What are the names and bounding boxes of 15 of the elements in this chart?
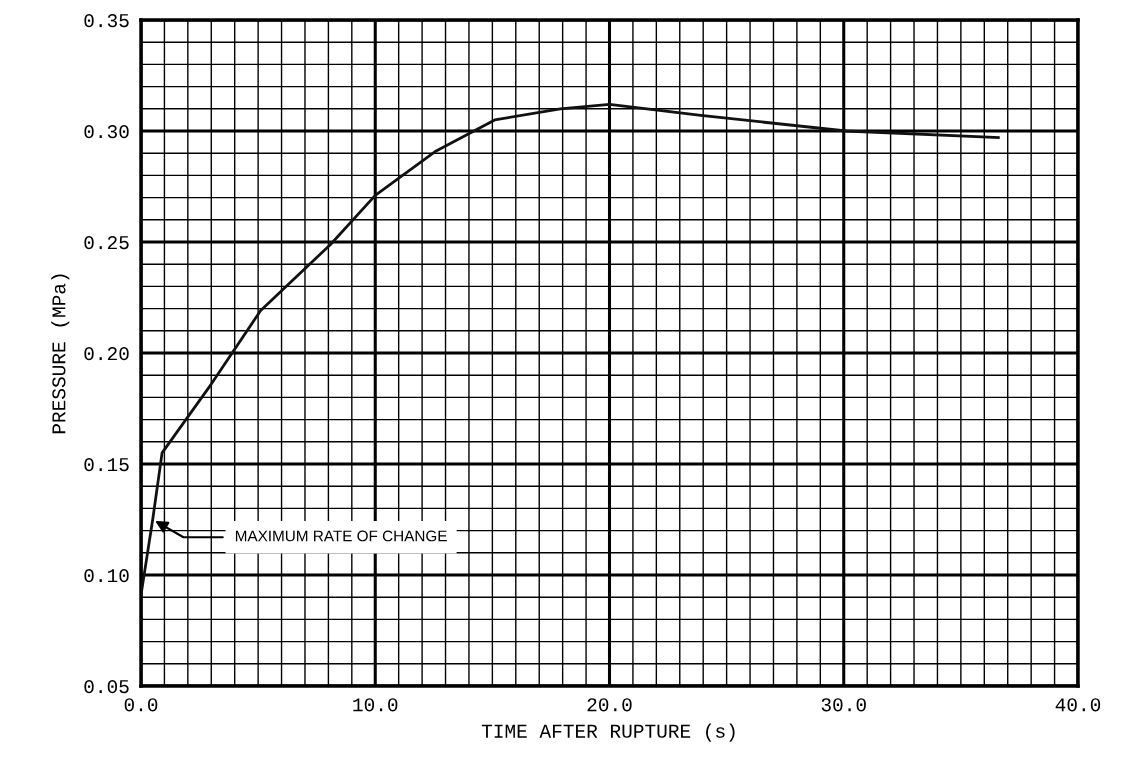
x-tick-label: 30.0 [821, 698, 866, 712]
y-tick-label: 0.20 [84, 347, 129, 361]
x-tick-label: 0.0 [124, 698, 158, 712]
annotation: MAXIMUM RATE OF CHANGE [235, 530, 447, 542]
y-tick-label: 0.25 [84, 236, 129, 250]
x-tick-label: 10.0 [353, 698, 398, 712]
y-tick-label: 0.30 [84, 125, 129, 139]
y-tick-label: 0.35 [84, 14, 129, 28]
x-tick-label: 20.0 [587, 698, 632, 712]
y-tick-label: 0.10 [84, 569, 129, 583]
y-tick-label: 0.05 [84, 680, 129, 694]
y-axis-title: PRESSURE (MPa) [51, 274, 70, 434]
x-tick-label: 40.0 [1055, 698, 1101, 712]
x-axis-title: TIME AFTER RUPTURE (s) [481, 723, 735, 742]
y-tick-label: 0.15 [84, 458, 129, 472]
